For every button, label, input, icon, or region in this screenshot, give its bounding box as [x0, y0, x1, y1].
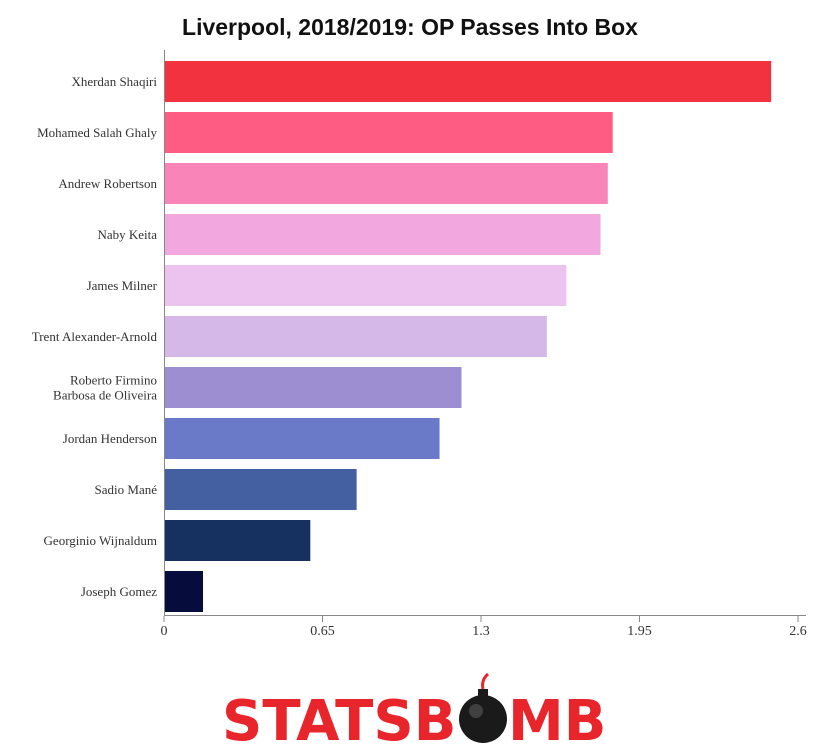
x-tick-label: 1.95	[627, 624, 652, 639]
category-label: Sadio Mané	[95, 482, 158, 497]
x-tick-label: 0.65	[310, 624, 335, 639]
category-label: Naby Keita	[97, 227, 157, 242]
category-label-line: Andrew Robertson	[58, 176, 157, 191]
category-label-line: James Milner	[87, 278, 158, 293]
bar	[165, 214, 601, 255]
category-label: Roberto Firmino Barbosa de Oliveira	[53, 373, 157, 403]
category-label: Jordan Henderson	[63, 431, 158, 446]
logo-text-left: STATSB	[222, 689, 456, 750]
category-label: Andrew Robertson	[58, 176, 157, 191]
statsbomb-logo: STATSB MB	[222, 672, 606, 750]
logo-text-right: MB	[508, 689, 606, 750]
chart-title: Liverpool, 2018/2019: OP Passes Into Box	[182, 14, 638, 40]
bar	[165, 112, 613, 153]
bar	[165, 418, 440, 459]
category-label: Trent Alexander-Arnold	[32, 329, 158, 344]
x-tick-label: 0	[161, 624, 168, 639]
category-label-line: Naby Keita	[97, 227, 157, 242]
bars-group	[165, 61, 772, 612]
bar	[165, 520, 311, 561]
category-label-line: Trent Alexander-Arnold	[32, 329, 158, 344]
x-tick-label: 2.6	[789, 624, 807, 639]
category-label: Joseph Gomez	[81, 584, 157, 599]
category-labels: Xherdan Shaqiri Mohamed Salah Ghaly Andrew…	[32, 74, 158, 599]
bar	[165, 469, 357, 510]
category-label-line: Barbosa de Oliveira	[53, 388, 157, 403]
bar	[165, 316, 547, 357]
category-label-line: Roberto Firmino	[70, 373, 157, 388]
category-label-line: Sadio Mané	[95, 482, 158, 497]
category-label: Xherdan Shaqiri	[71, 74, 157, 89]
bar	[165, 265, 567, 306]
bar	[165, 367, 462, 408]
category-label: James Milner	[87, 278, 158, 293]
bar	[165, 163, 608, 204]
bar	[165, 571, 204, 612]
category-label-line: Joseph Gomez	[81, 584, 157, 599]
category-label-line: Mohamed Salah Ghaly	[37, 125, 157, 140]
category-label-line: Xherdan Shaqiri	[71, 74, 157, 89]
category-label-line: Jordan Henderson	[63, 431, 158, 446]
category-label: Mohamed Salah Ghaly	[37, 125, 157, 140]
category-label-line: Georginio Wijnaldum	[44, 533, 157, 548]
bar	[165, 61, 772, 102]
x-tick-label: 1.3	[472, 624, 490, 639]
category-label: Georginio Wijnaldum	[44, 533, 157, 548]
bomb-icon	[459, 672, 507, 743]
x-axis-ticks: 0 0.65 1.3 1.95 2.6	[161, 616, 807, 639]
